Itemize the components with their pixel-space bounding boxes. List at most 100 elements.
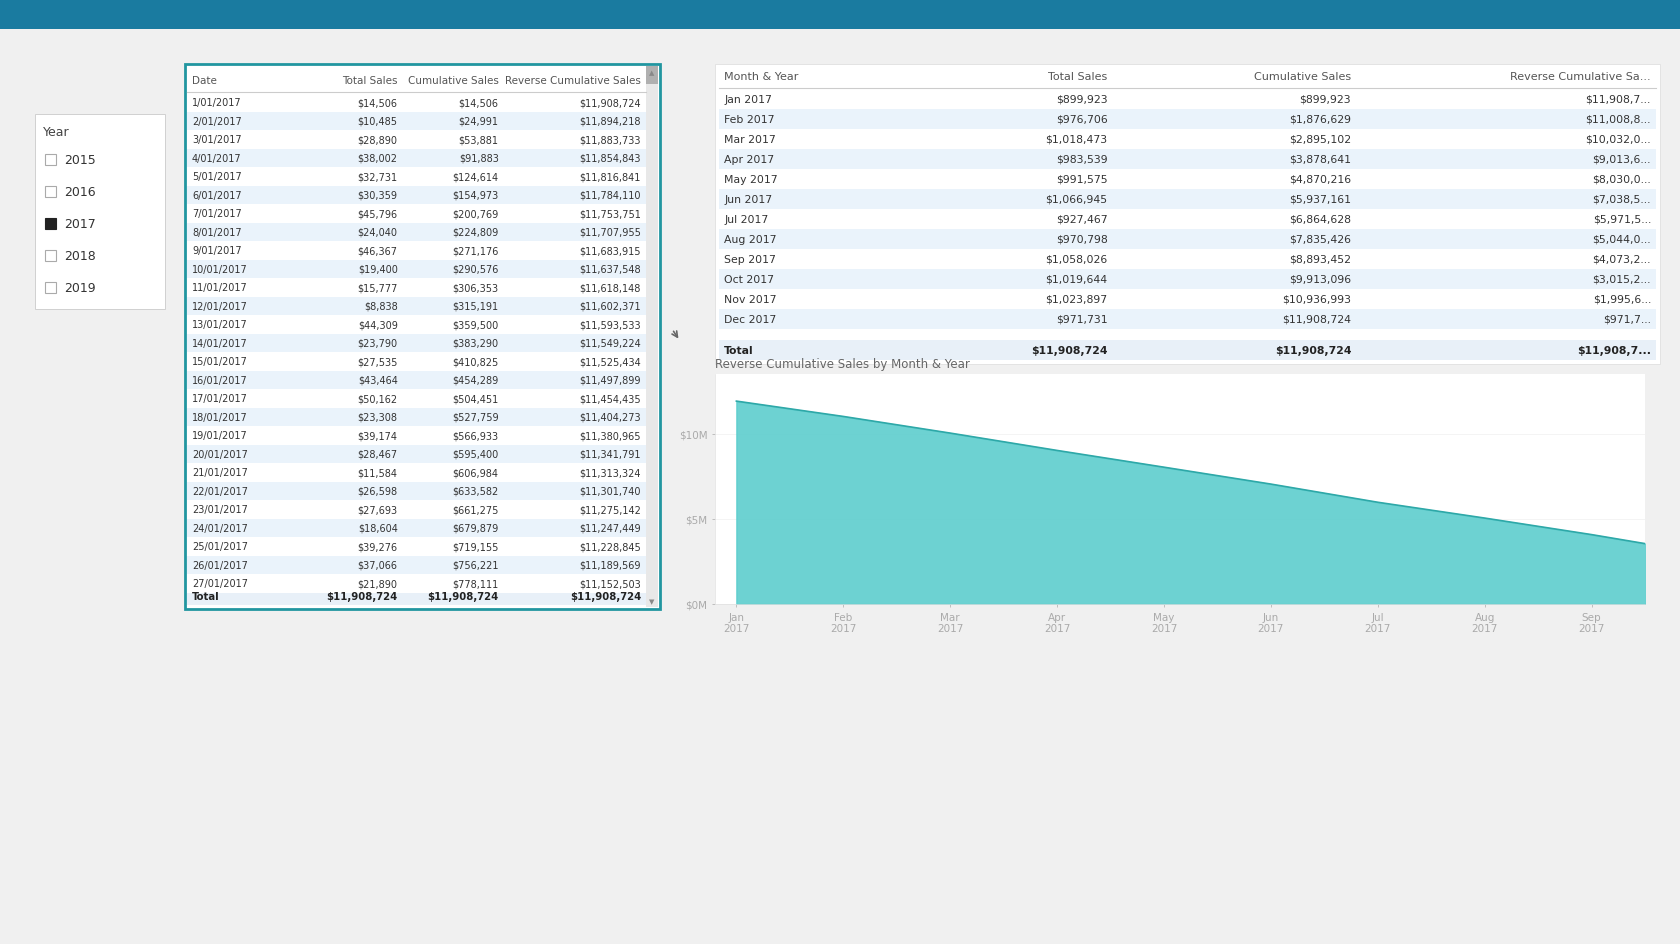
Text: $971,731: $971,731: [1057, 314, 1107, 325]
Text: 9/01/2017: 9/01/2017: [192, 246, 242, 256]
Text: 22/01/2017: 22/01/2017: [192, 486, 249, 497]
Text: $28,890: $28,890: [358, 135, 398, 145]
Text: $970,798: $970,798: [1055, 235, 1107, 244]
Bar: [647, 67, 659, 607]
Bar: [186, 261, 647, 278]
Bar: [185, 65, 660, 610]
Text: Total: Total: [192, 591, 220, 601]
Text: $11,816,841: $11,816,841: [580, 172, 642, 182]
Text: ▼: ▼: [648, 598, 655, 604]
Text: $11,854,843: $11,854,843: [580, 154, 642, 163]
Text: $9,013,6...: $9,013,6...: [1593, 155, 1651, 165]
Bar: [647, 67, 659, 85]
Text: $45,796: $45,796: [358, 209, 398, 219]
Text: 25/01/2017: 25/01/2017: [192, 542, 249, 551]
Text: Feb 2017: Feb 2017: [724, 115, 774, 125]
Text: $5,971,5...: $5,971,5...: [1593, 215, 1651, 225]
Bar: [186, 131, 647, 149]
Text: 19/01/2017: 19/01/2017: [192, 430, 247, 441]
Text: Apr 2017: Apr 2017: [724, 155, 774, 165]
Bar: [186, 519, 647, 537]
Text: $53,881: $53,881: [459, 135, 499, 145]
Text: $11,152,503: $11,152,503: [580, 579, 642, 589]
Text: 18/01/2017: 18/01/2017: [192, 413, 247, 422]
Text: $11,549,224: $11,549,224: [580, 338, 642, 348]
Text: 26/01/2017: 26/01/2017: [192, 560, 249, 570]
Text: $11,341,791: $11,341,791: [580, 449, 642, 460]
Text: $11,908,724: $11,908,724: [1282, 314, 1351, 325]
Text: $11,584: $11,584: [358, 468, 398, 478]
Text: Sep 2017: Sep 2017: [724, 255, 776, 264]
Text: Cumulative Sales: Cumulative Sales: [408, 76, 499, 86]
Text: 27/01/2017: 27/01/2017: [192, 579, 249, 589]
Text: $11,380,965: $11,380,965: [580, 430, 642, 441]
Text: $778,111: $778,111: [452, 579, 499, 589]
Text: $28,467: $28,467: [358, 449, 398, 460]
Text: Date: Date: [192, 76, 217, 86]
Bar: [719, 190, 1656, 210]
Text: 21/01/2017: 21/01/2017: [192, 468, 249, 478]
Text: $3,015,2...: $3,015,2...: [1593, 275, 1651, 285]
Text: $11,753,751: $11,753,751: [580, 209, 642, 219]
Bar: [186, 408, 647, 427]
Text: $11,228,845: $11,228,845: [580, 542, 642, 551]
Text: 12/01/2017: 12/01/2017: [192, 301, 249, 312]
Text: 2019: 2019: [64, 281, 96, 295]
Text: 2018: 2018: [64, 250, 96, 262]
Bar: [186, 445, 647, 464]
Text: $8,838: $8,838: [365, 301, 398, 312]
Bar: [186, 224, 647, 242]
Text: $8,030,0...: $8,030,0...: [1593, 175, 1651, 185]
Bar: [719, 170, 1656, 190]
Bar: [719, 310, 1656, 329]
Text: 20/01/2017: 20/01/2017: [192, 449, 249, 460]
Bar: [186, 205, 647, 224]
Bar: [719, 150, 1656, 170]
Text: $679,879: $679,879: [452, 523, 499, 533]
Text: $2,895,102: $2,895,102: [1289, 135, 1351, 144]
Text: Month & Year: Month & Year: [724, 72, 798, 82]
Bar: [35, 115, 165, 310]
Text: $39,174: $39,174: [358, 430, 398, 441]
Text: Aug 2017: Aug 2017: [724, 235, 776, 244]
Bar: [719, 290, 1656, 310]
Text: $10,485: $10,485: [358, 117, 398, 126]
Text: $5,044,0...: $5,044,0...: [1593, 235, 1651, 244]
Text: $4,870,216: $4,870,216: [1289, 175, 1351, 185]
Text: $91,883: $91,883: [459, 154, 499, 163]
Text: $1,023,897: $1,023,897: [1045, 295, 1107, 305]
Text: $595,400: $595,400: [452, 449, 499, 460]
Text: $566,933: $566,933: [452, 430, 499, 441]
Bar: [186, 353, 647, 371]
Text: 15/01/2017: 15/01/2017: [192, 357, 249, 367]
Text: 16/01/2017: 16/01/2017: [192, 376, 247, 385]
Text: $11,784,110: $11,784,110: [580, 191, 642, 200]
Text: $11,908,724: $11,908,724: [580, 98, 642, 109]
Text: Nov 2017: Nov 2017: [724, 295, 776, 305]
Text: $39,276: $39,276: [358, 542, 398, 551]
Bar: [186, 315, 647, 334]
Text: $24,040: $24,040: [358, 228, 398, 238]
Text: $11,707,955: $11,707,955: [580, 228, 642, 238]
Bar: [716, 65, 1660, 364]
Text: $124,614: $124,614: [452, 172, 499, 182]
Bar: [719, 341, 1656, 361]
Text: $11,894,218: $11,894,218: [580, 117, 642, 126]
Bar: [186, 537, 647, 556]
Text: 5/01/2017: 5/01/2017: [192, 172, 242, 182]
Text: 8/01/2017: 8/01/2017: [192, 228, 242, 238]
Text: Total Sales: Total Sales: [1048, 72, 1107, 82]
Text: $21,890: $21,890: [358, 579, 398, 589]
Text: $410,825: $410,825: [452, 357, 499, 367]
Text: $24,991: $24,991: [459, 117, 499, 126]
Bar: [719, 270, 1656, 290]
Text: $1,995,6...: $1,995,6...: [1593, 295, 1651, 305]
Text: 17/01/2017: 17/01/2017: [192, 394, 249, 404]
Text: $11,404,273: $11,404,273: [580, 413, 642, 422]
Text: $661,275: $661,275: [452, 505, 499, 514]
Text: $899,923: $899,923: [1057, 95, 1107, 105]
Text: 23/01/2017: 23/01/2017: [192, 505, 249, 514]
Bar: [45, 155, 55, 166]
Text: $11,593,533: $11,593,533: [580, 320, 642, 329]
Text: $154,973: $154,973: [452, 191, 499, 200]
